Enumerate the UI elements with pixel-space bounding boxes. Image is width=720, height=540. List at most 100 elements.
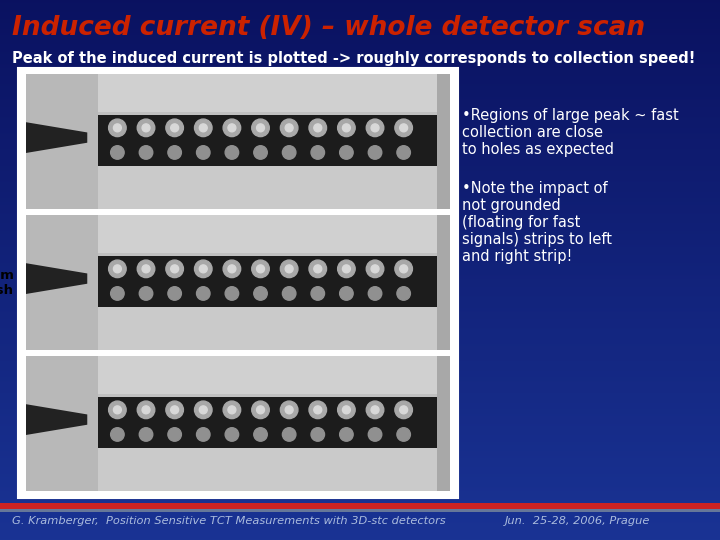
Circle shape [253,146,267,159]
Text: •Note the impact of: •Note the impact of [462,181,608,196]
Circle shape [400,265,408,273]
Bar [0,503,720,509]
Bar [0,509,720,512]
Circle shape [343,265,351,273]
Circle shape [109,119,126,137]
Bar [98,74,437,112]
Bar [98,215,437,253]
Circle shape [166,260,184,278]
Bar [26,74,450,209]
Circle shape [368,428,382,441]
Text: to holes as expected: to holes as expected [462,142,614,157]
Circle shape [168,428,181,441]
Circle shape [223,119,240,137]
Circle shape [371,265,379,273]
Bar [26,356,98,491]
Circle shape [138,401,155,418]
Polygon shape [26,122,87,153]
Circle shape [366,260,384,278]
Circle shape [194,119,212,137]
Circle shape [228,124,236,132]
Circle shape [282,287,296,300]
Circle shape [395,260,413,278]
Circle shape [280,119,298,137]
Bar [18,68,458,498]
Circle shape [197,287,210,300]
Circle shape [338,260,355,278]
Circle shape [368,146,382,159]
Circle shape [199,406,207,414]
Circle shape [225,428,238,441]
Circle shape [138,260,155,278]
Circle shape [199,265,207,273]
Circle shape [197,428,210,441]
Circle shape [111,287,124,300]
Text: 5x5 μm
mesh: 5x5 μm mesh [0,268,14,296]
Circle shape [109,260,126,278]
Bar [98,255,437,307]
Polygon shape [26,404,87,435]
Circle shape [285,406,293,414]
Circle shape [256,265,264,273]
Circle shape [311,287,325,300]
Text: signals) strips to left: signals) strips to left [462,232,612,247]
Bar [437,215,450,350]
Circle shape [114,124,122,132]
Bar [98,114,437,166]
Circle shape [343,124,351,132]
Circle shape [397,146,410,159]
Circle shape [142,265,150,273]
Circle shape [311,428,325,441]
Circle shape [280,260,298,278]
Text: Induced current (IV) – whole detector scan: Induced current (IV) – whole detector sc… [12,15,645,41]
Circle shape [400,124,408,132]
Circle shape [285,265,293,273]
Circle shape [371,124,379,132]
Circle shape [400,406,408,414]
Circle shape [168,146,181,159]
Bar [437,74,450,209]
Text: Jun.  25-28, 2006, Prague: Jun. 25-28, 2006, Prague [505,516,650,526]
Bar [26,74,98,209]
Circle shape [252,401,269,418]
Circle shape [223,260,240,278]
Polygon shape [26,263,87,294]
Bar [26,356,450,491]
Circle shape [340,287,353,300]
Circle shape [138,119,155,137]
Circle shape [166,119,184,137]
Circle shape [282,146,296,159]
Circle shape [139,287,153,300]
Text: (floating for fast: (floating for fast [462,215,580,230]
Circle shape [256,124,264,132]
Circle shape [368,287,382,300]
Circle shape [256,406,264,414]
Circle shape [371,406,379,414]
Bar [437,356,450,491]
Bar [26,215,450,350]
Bar [98,307,437,350]
Bar [98,166,437,209]
Bar [98,356,437,394]
Circle shape [309,119,327,137]
Circle shape [171,265,179,273]
Circle shape [252,119,269,137]
Circle shape [139,428,153,441]
Circle shape [171,406,179,414]
Circle shape [253,287,267,300]
Circle shape [142,406,150,414]
Circle shape [314,265,322,273]
Circle shape [114,406,122,414]
Text: G. Kramberger,  Position Sensitive TCT Measurements with 3D-stc detectors: G. Kramberger, Position Sensitive TCT Me… [12,516,446,526]
Circle shape [338,401,355,418]
Bar [98,396,437,448]
Circle shape [340,428,353,441]
Bar [98,448,437,491]
Circle shape [253,428,267,441]
Circle shape [395,401,413,418]
Circle shape [338,119,355,137]
Circle shape [252,260,269,278]
Circle shape [397,428,410,441]
Circle shape [285,124,293,132]
Circle shape [142,124,150,132]
